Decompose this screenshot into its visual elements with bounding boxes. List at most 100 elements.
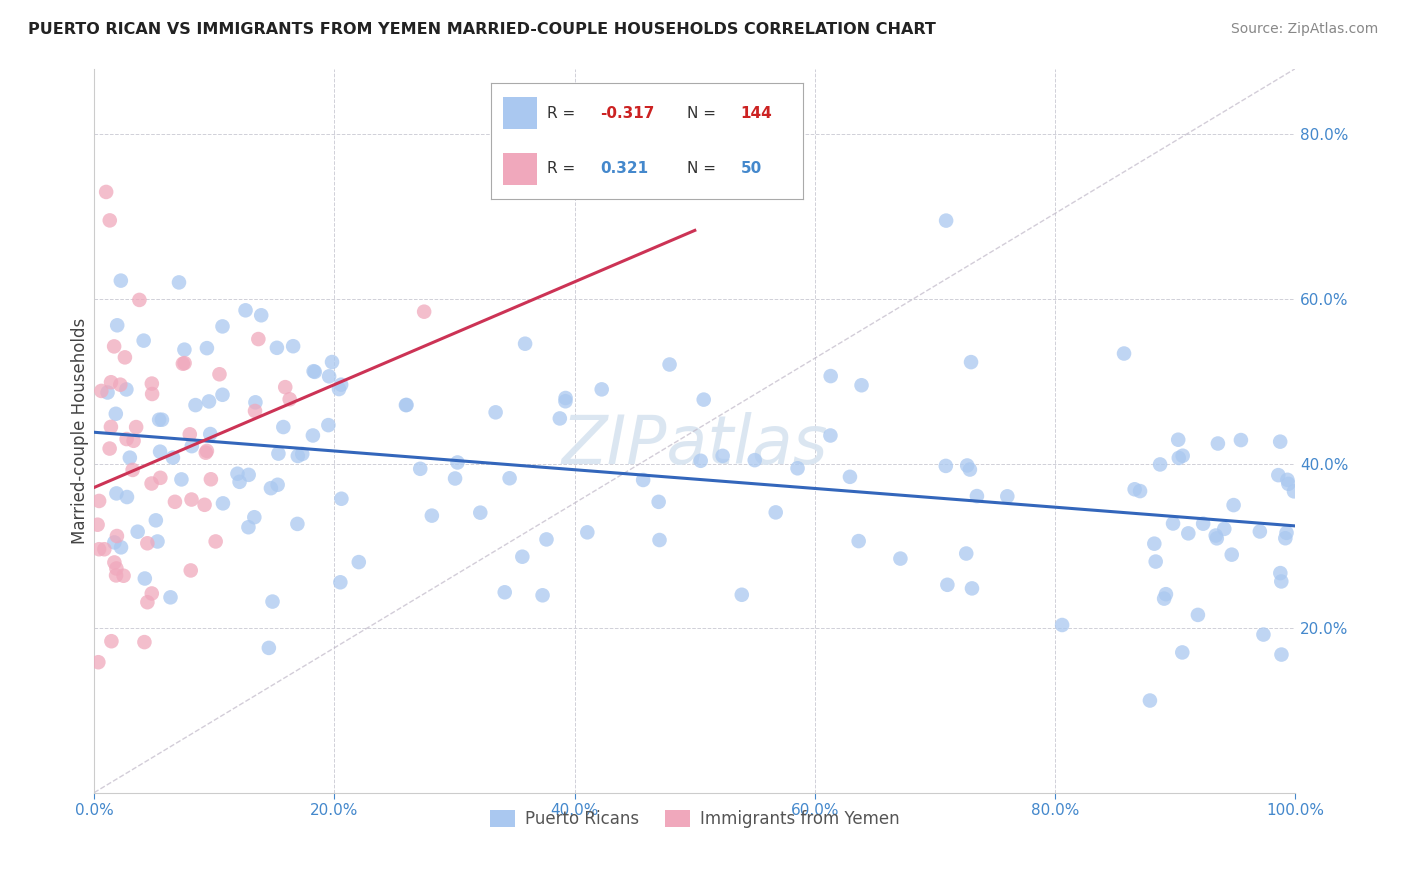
Point	[149, 471, 172, 485]
Point	[180, 439, 202, 453]
Point	[100, 420, 122, 434]
Point	[115, 490, 138, 504]
Point	[955, 547, 977, 561]
Point	[960, 582, 983, 596]
Point	[195, 341, 218, 355]
Point	[820, 369, 842, 384]
Point	[243, 404, 266, 418]
Point	[1277, 473, 1299, 487]
Point	[328, 382, 350, 396]
Point	[193, 498, 215, 512]
Point	[498, 471, 520, 485]
Point	[100, 376, 122, 390]
Point	[302, 364, 325, 378]
Point	[141, 586, 163, 600]
Point	[485, 405, 508, 419]
Point	[260, 481, 283, 495]
Point	[513, 336, 536, 351]
Point	[329, 575, 352, 590]
Point	[1270, 574, 1292, 589]
Point	[318, 369, 340, 384]
Point	[98, 213, 121, 227]
Point	[141, 376, 163, 391]
Point	[470, 506, 492, 520]
Point	[87, 655, 110, 669]
Point	[105, 486, 128, 500]
Point	[149, 444, 172, 458]
Point	[180, 564, 202, 578]
Point	[689, 454, 711, 468]
Point	[134, 635, 156, 649]
Point	[1112, 346, 1135, 360]
Point	[554, 391, 576, 405]
Point	[136, 595, 159, 609]
Point	[1275, 525, 1298, 540]
Point	[112, 568, 135, 582]
Point	[786, 461, 808, 475]
Point	[262, 594, 284, 608]
Point	[839, 470, 862, 484]
Point	[765, 505, 787, 519]
Point	[198, 394, 221, 409]
Point	[104, 407, 127, 421]
Point	[1167, 450, 1189, 465]
Point	[195, 444, 218, 458]
Point	[820, 428, 842, 442]
Point	[995, 489, 1018, 503]
Point	[935, 213, 957, 227]
Point	[330, 377, 353, 392]
Point	[235, 303, 257, 318]
Point	[648, 533, 671, 547]
Point	[1139, 693, 1161, 707]
Point	[115, 432, 138, 446]
Point	[1153, 591, 1175, 606]
Point	[278, 392, 301, 407]
Point	[1277, 476, 1299, 491]
Point	[194, 445, 217, 459]
Point	[145, 513, 167, 527]
Point	[1270, 434, 1292, 449]
Point	[935, 458, 957, 473]
Point	[87, 494, 110, 508]
Point	[159, 591, 181, 605]
Point	[1149, 458, 1171, 472]
Point	[1270, 566, 1292, 580]
Point	[1171, 645, 1194, 659]
Point	[105, 561, 128, 575]
Point	[1213, 522, 1236, 536]
Point	[1230, 433, 1253, 447]
Point	[250, 308, 273, 322]
Point	[711, 449, 734, 463]
Point	[1161, 516, 1184, 531]
Point	[1249, 524, 1271, 539]
Point	[266, 477, 288, 491]
Point	[321, 355, 343, 369]
Point	[936, 578, 959, 592]
Point	[173, 343, 195, 357]
Point	[1274, 531, 1296, 545]
Point	[211, 319, 233, 334]
Point	[413, 304, 436, 318]
Point	[395, 398, 418, 412]
Point	[128, 293, 150, 307]
Point	[150, 413, 173, 427]
Point	[531, 588, 554, 602]
Point	[1206, 436, 1229, 450]
Point	[87, 542, 110, 557]
Point	[693, 392, 716, 407]
Point	[851, 378, 873, 392]
Point	[966, 489, 988, 503]
Point	[395, 398, 418, 412]
Point	[110, 377, 132, 392]
Point	[848, 534, 870, 549]
Point	[245, 395, 267, 409]
Point	[512, 549, 534, 564]
Point	[212, 496, 235, 510]
Point	[744, 453, 766, 467]
Point	[1171, 449, 1194, 463]
Point	[291, 447, 314, 461]
Point	[173, 356, 195, 370]
Point	[304, 365, 326, 379]
Point	[267, 447, 290, 461]
Point	[591, 383, 613, 397]
